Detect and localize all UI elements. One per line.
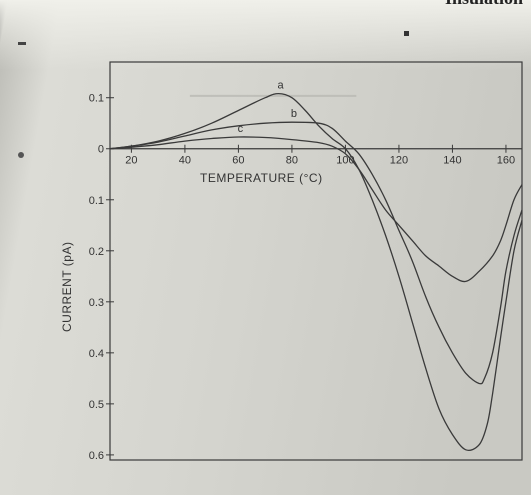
ticks-layer: 20 40 60 80 100 120 140 1600.100.10.20.30.40.50… — [89, 93, 515, 462]
x-tick-label: 40 — [179, 155, 191, 167]
speck — [404, 31, 409, 36]
page-specks — [18, 31, 409, 158]
y-tick-label: 0.6 — [89, 450, 104, 462]
series-line-c — [109, 136, 523, 283]
y-tick-label: 0.2 — [89, 246, 104, 258]
x-tick-label: 120 — [390, 155, 408, 167]
x-tick-label: 160 — [497, 155, 515, 167]
series-line-b — [109, 121, 523, 385]
header-text: Insulation — [445, 0, 523, 9]
curves-layer: a b c — [109, 80, 523, 451]
y-tick-label: 0.1 — [89, 195, 104, 207]
bleed-through: ━━━━━━━━━━━━━━━━━━━━━━━ — [189, 89, 357, 103]
x-tick-label: 20 — [125, 155, 137, 167]
series-line-a — [109, 92, 523, 451]
x-tick-label: 80 — [286, 155, 298, 167]
y-axis-title: CURRENT (pA) — [60, 242, 74, 332]
speck — [18, 152, 24, 158]
y-tick-label: 0.1 — [89, 93, 104, 105]
y-tick-label: 0.3 — [89, 297, 104, 309]
x-tick-label: 60 — [232, 155, 244, 167]
svg-text:━━━━━━━━━━━━━━━━━━━━━━━: ━━━━━━━━━━━━━━━━━━━━━━━ — [189, 89, 357, 103]
series-label-c: c — [238, 123, 244, 135]
plot-frame — [109, 61, 523, 461]
x-axis-title: TEMPERATURE (°C) — [200, 171, 323, 185]
page-top-shade — [0, 0, 531, 70]
axes-layer — [109, 61, 523, 461]
series-label-a: a — [277, 80, 284, 92]
y-tick-label: 0.5 — [89, 399, 104, 411]
speck — [18, 42, 26, 45]
labels-layer: TEMPERATURE (°C) CURRENT (pA) — [60, 171, 323, 332]
y-tick-label: 0 — [98, 144, 104, 156]
series-label-b: b — [291, 108, 297, 120]
y-tick-label: 0.4 — [89, 348, 104, 360]
x-tick-label: 140 — [443, 155, 461, 167]
